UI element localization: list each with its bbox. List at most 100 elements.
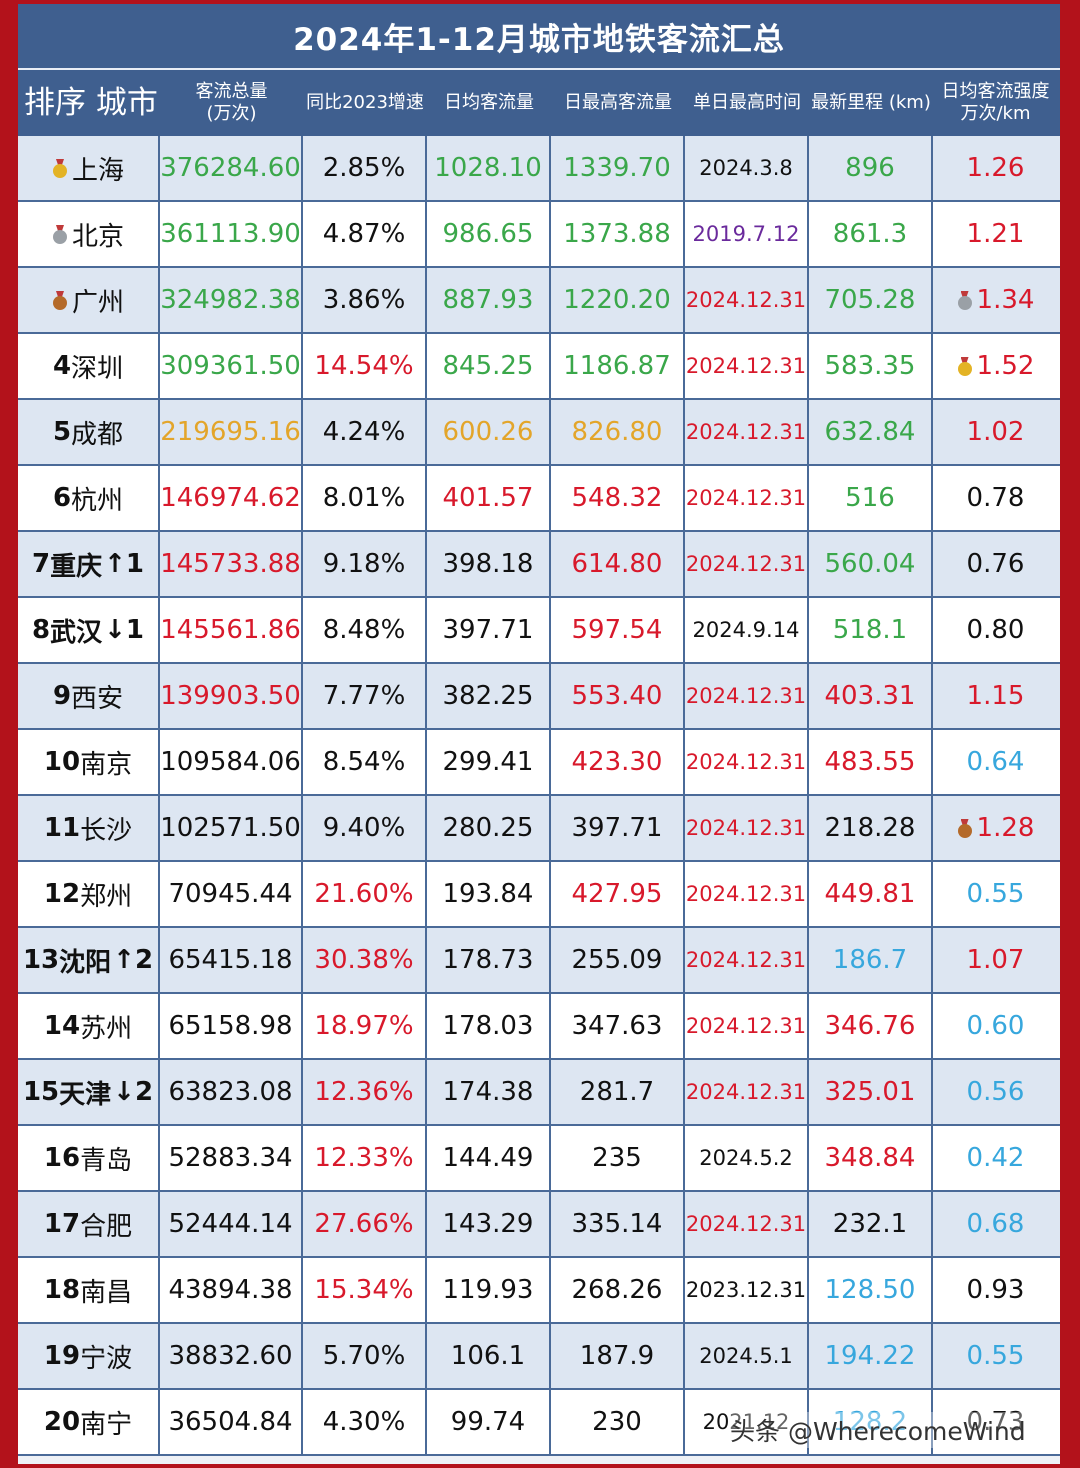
table-row: 7 重庆 ↑1 145733.88 9.18% 398.18 614.80 2024.12.3… xyxy=(18,532,1060,598)
cell-intensity-value: 1.02 xyxy=(966,417,1025,447)
rank-change: ↑2 xyxy=(113,945,154,975)
cell-growth: 3.86% xyxy=(303,268,427,332)
cell-growth-value: 27.66% xyxy=(314,1209,414,1239)
cell-total: 70945.44 xyxy=(160,862,303,926)
cell-daily-avg-value: 397.71 xyxy=(442,615,534,645)
cell-intensity-value: 0.64 xyxy=(966,747,1025,777)
cell-mileage-value: 186.7 xyxy=(832,945,908,975)
rank-change: ↑1 xyxy=(104,549,144,579)
header-growth: 同比2023增速 xyxy=(306,92,424,113)
cell-rank-city: 4 深圳 xyxy=(18,334,160,398)
cell-intensity-value: 0.55 xyxy=(966,879,1025,909)
cell-rank-city: 16 青岛 xyxy=(18,1126,160,1190)
cell-mileage: 449.81 xyxy=(809,862,933,926)
cell-rank-city: 广州 xyxy=(18,268,160,332)
cell-daily-max-value: 826.80 xyxy=(571,417,663,447)
cell-growth-value: 9.18% xyxy=(322,549,406,579)
cell-intensity: 1.07 xyxy=(933,928,1058,992)
cell-total: 361113.90 xyxy=(160,202,303,266)
cell-mileage: 896 xyxy=(809,136,933,200)
table-row: 15 天津 ↓2 63823.08 12.36% 174.38 281.7 2024.12.3… xyxy=(18,1060,1060,1126)
cell-daily-avg-value: 986.65 xyxy=(442,219,534,249)
cell-growth: 27.66% xyxy=(303,1192,427,1256)
cell-total-value: 70945.44 xyxy=(168,879,293,909)
city-name: 上海 xyxy=(71,155,124,186)
cell-growth: 12.36% xyxy=(303,1060,427,1124)
cell-max-date: 2021.12 xyxy=(685,1390,809,1454)
cell-intensity-value: 1.21 xyxy=(966,219,1025,249)
cell-max-date: 2024.12.31 xyxy=(685,796,809,860)
cell-intensity: 0.80 xyxy=(933,598,1058,662)
cell-intensity-value: 0.78 xyxy=(966,483,1025,513)
cell-mileage: 583.35 xyxy=(809,334,933,398)
city-name: 西安 xyxy=(71,683,124,714)
rank-change: ↓2 xyxy=(113,1077,154,1107)
cell-max-date: 2024.3.8 xyxy=(685,136,809,200)
cell-max-date-value: 2024.12.31 xyxy=(685,948,807,972)
cell-mileage-value: 632.84 xyxy=(824,417,916,447)
cell-growth-value: 5.70% xyxy=(322,1341,406,1371)
gold-medal-icon xyxy=(52,159,68,178)
cell-total: 376284.60 xyxy=(160,136,303,200)
cell-intensity-value: 0.93 xyxy=(966,1275,1025,1305)
cell-mileage-value: 348.84 xyxy=(824,1143,916,1173)
city-name: 广州 xyxy=(71,287,124,318)
cell-intensity: 0.56 xyxy=(933,1060,1058,1124)
cell-intensity-value: 1.26 xyxy=(966,153,1025,183)
table-row: 北京 361113.90 4.87% 986.65 1373.88 2019.7.12 86… xyxy=(18,202,1060,268)
cell-max-date-value: 2024.5.1 xyxy=(699,1344,793,1368)
cell-total-value: 219695.16 xyxy=(160,417,301,447)
cell-daily-max: 614.80 xyxy=(551,532,685,596)
cell-total-value: 324982.38 xyxy=(160,285,301,315)
cell-daily-max-value: 187.9 xyxy=(579,1341,655,1371)
cell-mileage-value: 518.1 xyxy=(832,615,908,645)
cell-daily-max: 281.7 xyxy=(551,1060,685,1124)
cell-daily-max: 427.95 xyxy=(551,862,685,926)
cell-daily-max: 1339.70 xyxy=(551,136,685,200)
cell-total-value: 38832.60 xyxy=(168,1341,293,1371)
cell-rank-city: 10 南京 xyxy=(18,730,160,794)
cell-total: 65158.98 xyxy=(160,994,303,1058)
table-row: 8 武汉 ↓1 145561.86 8.48% 397.71 597.54 2024.9.14… xyxy=(18,598,1060,664)
cell-total: 309361.50 xyxy=(160,334,303,398)
header-max-date: 单日最高时间 xyxy=(693,92,801,113)
cell-daily-max: 255.09 xyxy=(551,928,685,992)
cell-intensity-value: 0.76 xyxy=(966,549,1025,579)
cell-intensity-value: 1.34 xyxy=(976,285,1035,315)
cell-intensity: 1.52 xyxy=(933,334,1058,398)
cell-daily-max-value: 281.7 xyxy=(579,1077,655,1107)
cell-daily-avg-value: 398.18 xyxy=(442,549,534,579)
watermark: 头条 @WherecomeWind xyxy=(730,1412,1026,1448)
cell-growth-value: 3.86% xyxy=(322,285,406,315)
cell-daily-max-value: 548.32 xyxy=(571,483,663,513)
city-name: 深圳 xyxy=(71,353,124,384)
cell-growth: 4.87% xyxy=(303,202,427,266)
cell-max-date-value: 2024.3.8 xyxy=(699,156,793,180)
cell-intensity: 1.34 xyxy=(933,268,1058,332)
cell-daily-avg-value: 887.93 xyxy=(442,285,534,315)
cell-mileage: 632.84 xyxy=(809,400,933,464)
table-row: 14 苏州 65158.98 18.97% 178.03 347.63 2024.12.31… xyxy=(18,994,1060,1060)
cell-mileage: 516 xyxy=(809,466,933,530)
cell-daily-avg: 178.03 xyxy=(427,994,551,1058)
gold-medal-icon xyxy=(957,357,973,376)
cell-total-value: 361113.90 xyxy=(160,219,301,249)
cell-daily-max-value: 347.63 xyxy=(571,1011,663,1041)
cell-max-date: 2024.12.31 xyxy=(685,928,809,992)
cell-max-date: 2024.5.1 xyxy=(685,1324,809,1388)
cell-mileage: 483.55 xyxy=(809,730,933,794)
cell-max-date-value: 2024.5.2 xyxy=(699,1146,793,1170)
table-row: 上海 376284.60 2.85% 1028.10 1339.70 2024.3.8 89… xyxy=(18,136,1060,202)
cell-total: 145733.88 xyxy=(160,532,303,596)
cell-daily-max: 268.26 xyxy=(551,1258,685,1322)
table-row: 5 成都 219695.16 4.24% 600.26 826.80 2024.12.31 6… xyxy=(18,400,1060,466)
cell-daily-max: 230 xyxy=(551,1390,685,1454)
cell-intensity-value: 0.80 xyxy=(966,615,1025,645)
cell-rank-city: 12 郑州 xyxy=(18,862,160,926)
cell-total: 146974.62 xyxy=(160,466,303,530)
cell-max-date: 2024.12.31 xyxy=(685,1192,809,1256)
cell-daily-avg: 174.38 xyxy=(427,1060,551,1124)
cell-growth: 9.40% xyxy=(303,796,427,860)
cell-total-value: 63823.08 xyxy=(168,1077,293,1107)
cell-daily-avg-value: 178.03 xyxy=(442,1011,534,1041)
